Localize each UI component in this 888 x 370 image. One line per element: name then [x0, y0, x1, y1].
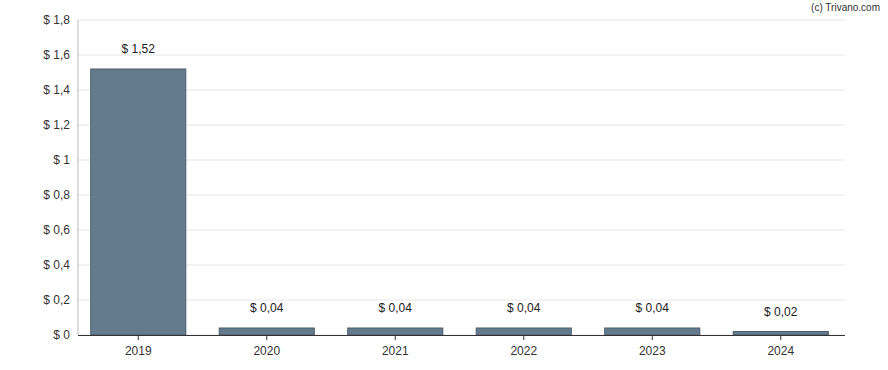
bar: [476, 328, 571, 335]
bar: [348, 328, 443, 335]
y-tick-label: $ 0,8: [43, 188, 70, 202]
grid-line: [78, 265, 845, 266]
chart: $ 0 $ 0,2 $ 0,4 $ 0,6 $ 0,8 $ 1 $ 1,2 $ 1,4 $ 1,…: [0, 0, 888, 370]
x-tick-label: 2022: [510, 344, 537, 358]
grid-line: [78, 55, 845, 56]
grid-line: [78, 125, 845, 126]
grid-line: [78, 90, 845, 91]
bar: [91, 69, 186, 335]
y-tick-label: $ 1: [53, 153, 70, 167]
data-label: $ 1,52: [122, 42, 156, 56]
x-tick: [266, 335, 267, 340]
y-tick-label: $ 1,4: [43, 83, 70, 97]
x-tick: [523, 335, 524, 340]
x-tick-label: 2019: [125, 344, 152, 358]
x-tick-label: 2023: [639, 344, 666, 358]
y-tick-label: $ 1,2: [43, 118, 70, 132]
x-tick-label: 2021: [382, 344, 409, 358]
grid-line: [78, 335, 845, 336]
grid-line: [78, 20, 845, 21]
x-tick: [780, 335, 781, 340]
x-tick-label: 2024: [767, 344, 794, 358]
x-axis-line: [78, 335, 845, 336]
chart-container: $ 0 $ 0,2 $ 0,4 $ 0,6 $ 0,8 $ 1 $ 1,2 $ 1,4 $ 1,…: [0, 0, 888, 370]
y-tick-label: $ 1,8: [43, 13, 70, 27]
data-label: $ 0,02: [764, 305, 798, 319]
data-label: $ 0,04: [636, 301, 670, 315]
grid-line: [78, 230, 845, 231]
x-tick: [652, 335, 653, 340]
y-tick-label: $ 0,6: [43, 223, 70, 237]
grid-line: [78, 300, 845, 301]
grid-line: [78, 160, 845, 161]
x-tick-label: 2020: [253, 344, 280, 358]
bar: [733, 332, 828, 336]
bar: [219, 328, 314, 335]
y-tick-label: $ 0,4: [43, 258, 70, 272]
y-axis-line: [78, 20, 79, 335]
y-tick-label: $ 1,6: [43, 48, 70, 62]
bars: [91, 69, 829, 335]
data-label: $ 0,04: [507, 301, 541, 315]
y-tick-label: $ 0,2: [43, 293, 70, 307]
y-tick-label: $ 0: [53, 328, 70, 342]
data-label: $ 0,04: [379, 301, 413, 315]
bar: [605, 328, 700, 335]
data-label: $ 0,04: [250, 301, 284, 315]
credit: (c) Trivano.com: [811, 2, 880, 13]
x-tick: [138, 335, 139, 340]
x-tick: [395, 335, 396, 340]
grid-line: [78, 195, 845, 196]
